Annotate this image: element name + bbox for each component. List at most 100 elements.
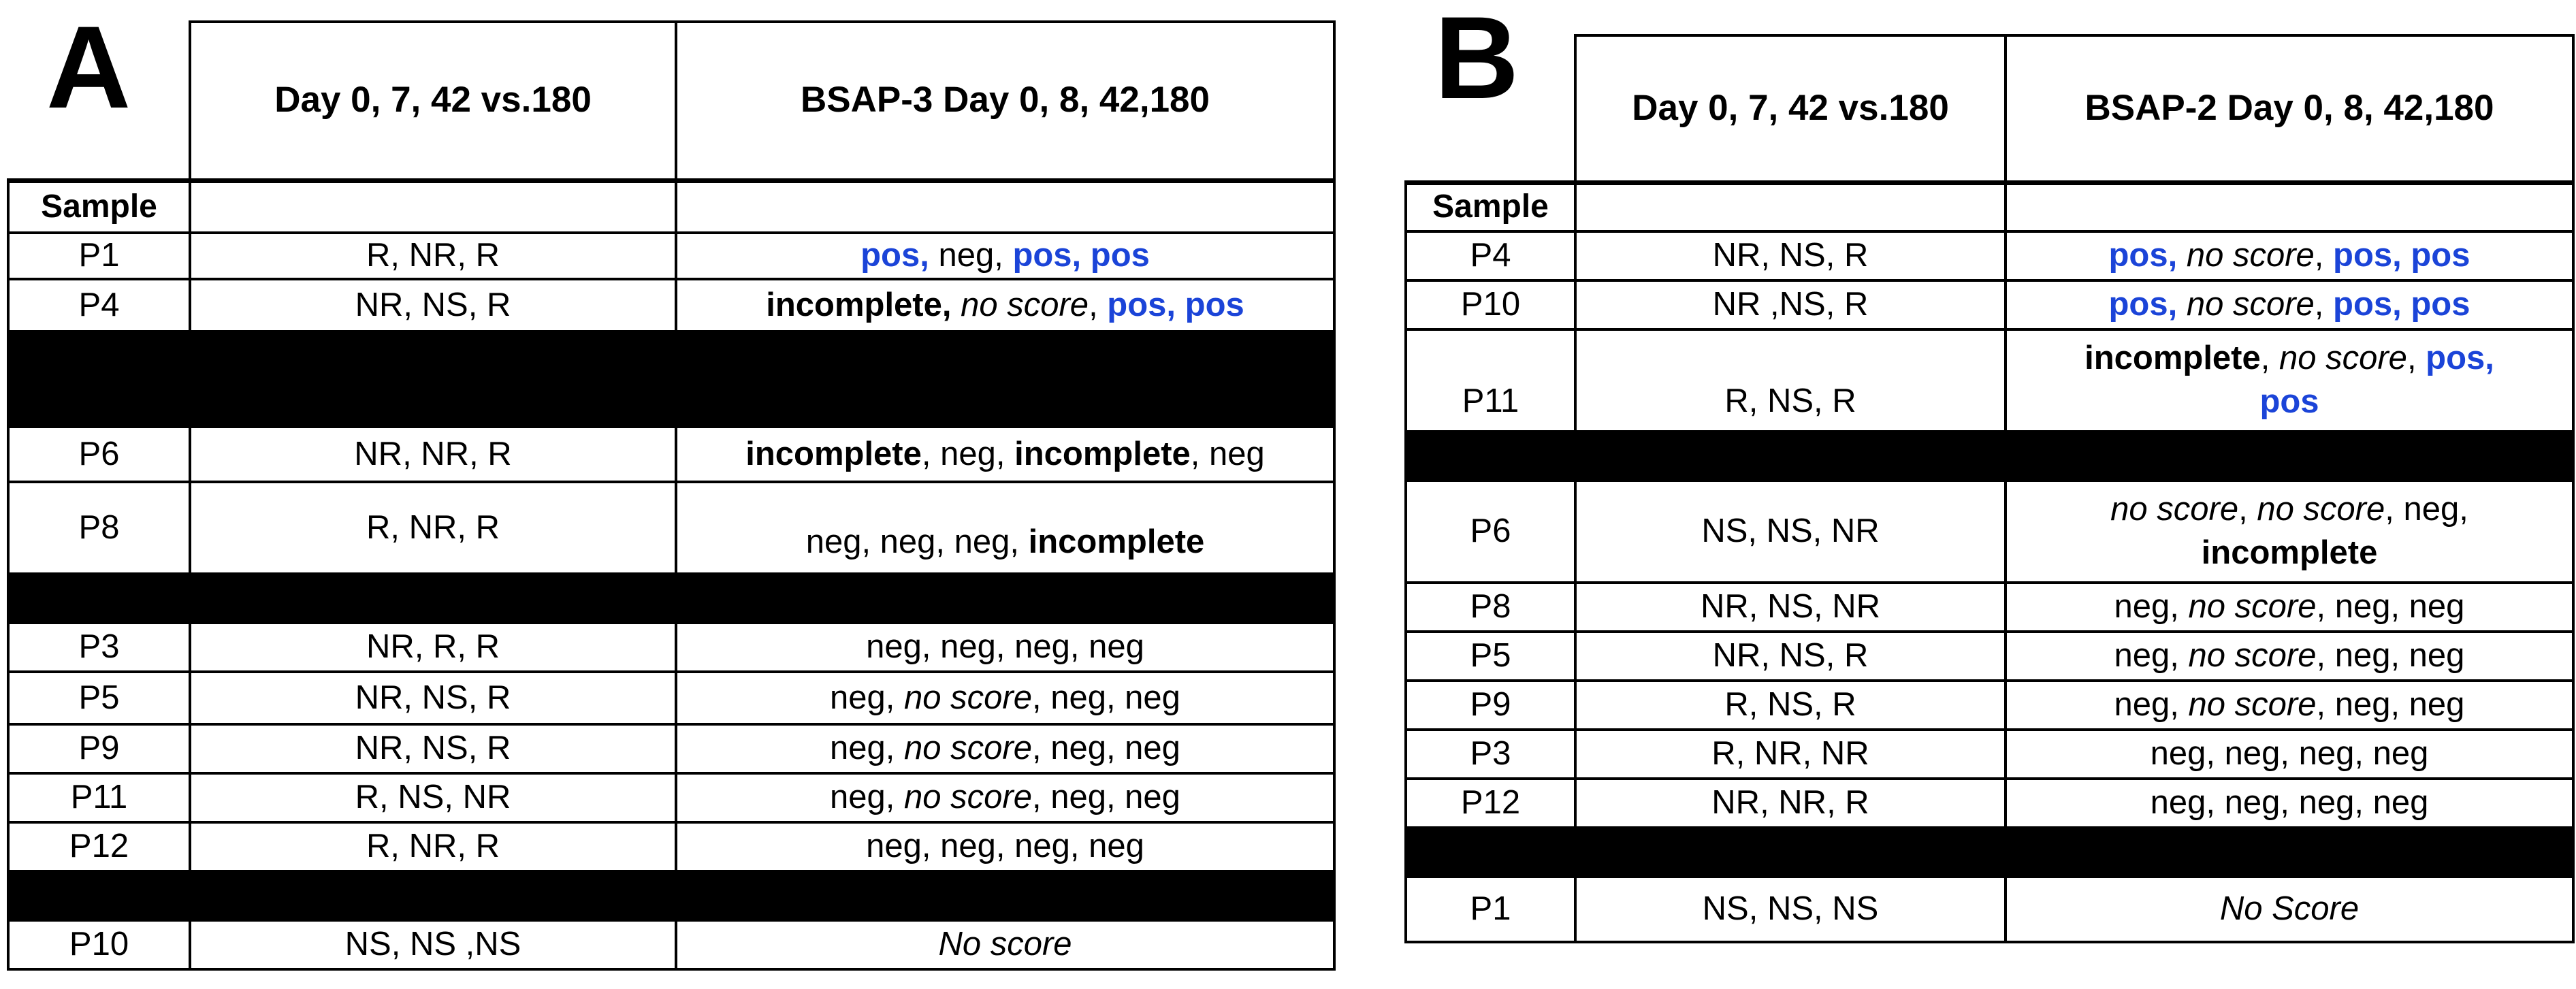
result-segment: neg, neg, neg, neg	[866, 828, 1144, 865]
result-segment	[2177, 286, 2187, 323]
result-segment: neg, neg, neg, neg	[866, 628, 1144, 666]
sample-id-cell: P1	[7, 231, 191, 280]
result-segment: neg,	[830, 779, 905, 816]
sample-id-cell: P10	[7, 919, 191, 971]
sample-id-cell: P11	[7, 772, 191, 824]
bsap-result-cell: incomplete, no score, pos, pos	[675, 278, 1336, 333]
sample-id-cell: P4	[1404, 230, 1577, 282]
bsap-result-cell: No Score	[2004, 875, 2575, 943]
panel-a-table: Day 0, 7, 42 vs.180 BSAP-3 Day 0, 8, 42,…	[7, 20, 1336, 971]
result-segment: no score	[2188, 686, 2317, 724]
day-scores-cell: NR ,NS, R	[1574, 279, 2007, 331]
result-segment: neg,	[830, 679, 905, 716]
panel-a-letter: A	[46, 2, 131, 133]
panel-b-letter: B	[1434, 0, 1519, 123]
days-column-header: Day 0, 7, 42 vs.180	[189, 20, 677, 182]
result-segment: , neg, neg	[2316, 686, 2465, 724]
empty-cell	[675, 178, 1336, 234]
result-segment: neg,	[2114, 588, 2189, 626]
result-segment	[952, 287, 961, 323]
bsap-result-cell: incomplete, no score, pos, pos	[2004, 328, 2575, 433]
result-segment: , neg, neg	[2316, 637, 2465, 675]
result-segment: neg,	[830, 730, 905, 767]
day-scores-cell: NR, NS, R	[189, 670, 677, 726]
result-segment: neg,	[2114, 686, 2189, 724]
result-segment: neg, neg, neg,	[805, 523, 1029, 561]
sample-id-cell: P12	[1404, 777, 1577, 829]
redacted-bar-row	[1404, 826, 2575, 878]
bsap-result-cell: neg, no score, neg, neg	[675, 772, 1336, 824]
result-segment: no score	[904, 730, 1032, 767]
result-segment: pos, pos	[2333, 237, 2470, 274]
result-segment: , neg, neg	[1031, 679, 1180, 716]
bsap-result-cell: pos, no score, pos, pos	[2004, 230, 2575, 282]
table-row: P1 NS, NS, NS No Score	[1404, 875, 2575, 943]
day-scores-cell: NR, NR, R	[1574, 777, 2007, 829]
result-segment: neg,	[929, 237, 1013, 274]
result-segment: incomplete	[2084, 340, 2261, 377]
sample-id-cell: P9	[1404, 679, 1577, 731]
day-scores-cell: R, NR, R	[189, 481, 677, 575]
result-segment: , neg,	[921, 435, 1015, 472]
sample-header-row: Sample	[1404, 180, 2575, 233]
result-segment: no score	[961, 286, 1089, 323]
day-scores-cell: R, NS, R	[1574, 328, 2007, 433]
sample-id-cell: P1	[1404, 875, 1577, 943]
bsap-result-cell: neg, neg, neg, neg	[675, 621, 1336, 673]
panel-a: A Day 0, 7, 42 vs.180 BSAP-3 Day 0, 8, 4…	[7, 2, 1336, 971]
day-scores-cell: NR, NR, R	[189, 425, 677, 483]
result-column-header: BSAP-2 Day 0, 8, 42,180	[2004, 34, 2575, 184]
table-row: P12 NR, NR, R neg, neg, neg, neg	[1404, 777, 2575, 829]
redacted-bar-row	[7, 330, 1336, 428]
day-scores-cell: R, NS, NR	[189, 772, 677, 824]
header-row: Day 0, 7, 42 vs.180 BSAP-2 Day 0, 8, 42,…	[1406, 34, 2575, 184]
bsap-result-cell: No score	[675, 919, 1336, 971]
empty-cell	[1574, 180, 2007, 233]
result-segment: pos,	[2108, 286, 2178, 323]
day-scores-cell: NS, NS, NS	[1574, 875, 2007, 943]
result-segment: no score	[2257, 491, 2385, 528]
bsap-result-cell: no score, no score, neg, incomplete	[2004, 479, 2575, 584]
table-row: P6 NS, NS, NR no score, no score, neg, inco…	[1404, 479, 2575, 584]
result-segment: pos,	[2426, 340, 2494, 377]
result-segment: No Score	[2219, 890, 2360, 928]
panel-b-table: Day 0, 7, 42 vs.180 BSAP-2 Day 0, 8, 42,…	[1404, 34, 2575, 943]
result-segment: , neg, neg	[1031, 779, 1180, 816]
result-segment: no score	[2186, 237, 2315, 274]
result-column-header: BSAP-3 Day 0, 8, 42,180	[675, 20, 1336, 182]
bsap-result-cell: neg, no score, neg, neg	[675, 670, 1336, 726]
bsap-result-cell: neg, no score, neg, neg	[2004, 679, 2575, 731]
day-scores-cell: NR, NS, R	[1574, 230, 2007, 282]
result-segment: , neg	[1190, 435, 1265, 472]
bsap-result-cell: neg, no score, neg, neg	[2004, 581, 2575, 633]
day-scores-cell: NR, NS, R	[189, 723, 677, 775]
result-segment: incomplete	[745, 435, 922, 472]
sample-id-cell: P8	[1404, 581, 1577, 633]
result-segment: neg,	[2114, 637, 2189, 675]
result-segment: incomplete	[1014, 435, 1191, 472]
result-segment: , neg,	[2385, 491, 2468, 528]
redacted-bar	[7, 572, 1336, 624]
day-scores-cell: NR, NS, NR	[1574, 581, 2007, 633]
result-segment: ,	[2406, 340, 2426, 377]
redacted-bar-row	[7, 572, 1336, 624]
empty-cell	[2004, 180, 2575, 233]
day-scores-cell: NR, NS, R	[1574, 630, 2007, 682]
sample-header-row: Sample	[7, 178, 1336, 234]
result-segment: neg, neg, neg, neg	[2150, 784, 2429, 822]
days-column-header: Day 0, 7, 42 vs.180	[1574, 34, 2007, 184]
sample-id-cell: P10	[1404, 279, 1577, 331]
bsap-result-cell: neg, neg, neg, incomplete	[675, 481, 1336, 575]
sample-id-cell: P3	[1404, 728, 1577, 780]
table-row: P12 R, NR, R neg, neg, neg, neg	[7, 821, 1336, 873]
bsap-result-cell: neg, neg, neg, neg	[2004, 777, 2575, 829]
redacted-bar	[7, 330, 1336, 428]
sample-id-cell: P4	[7, 278, 191, 333]
